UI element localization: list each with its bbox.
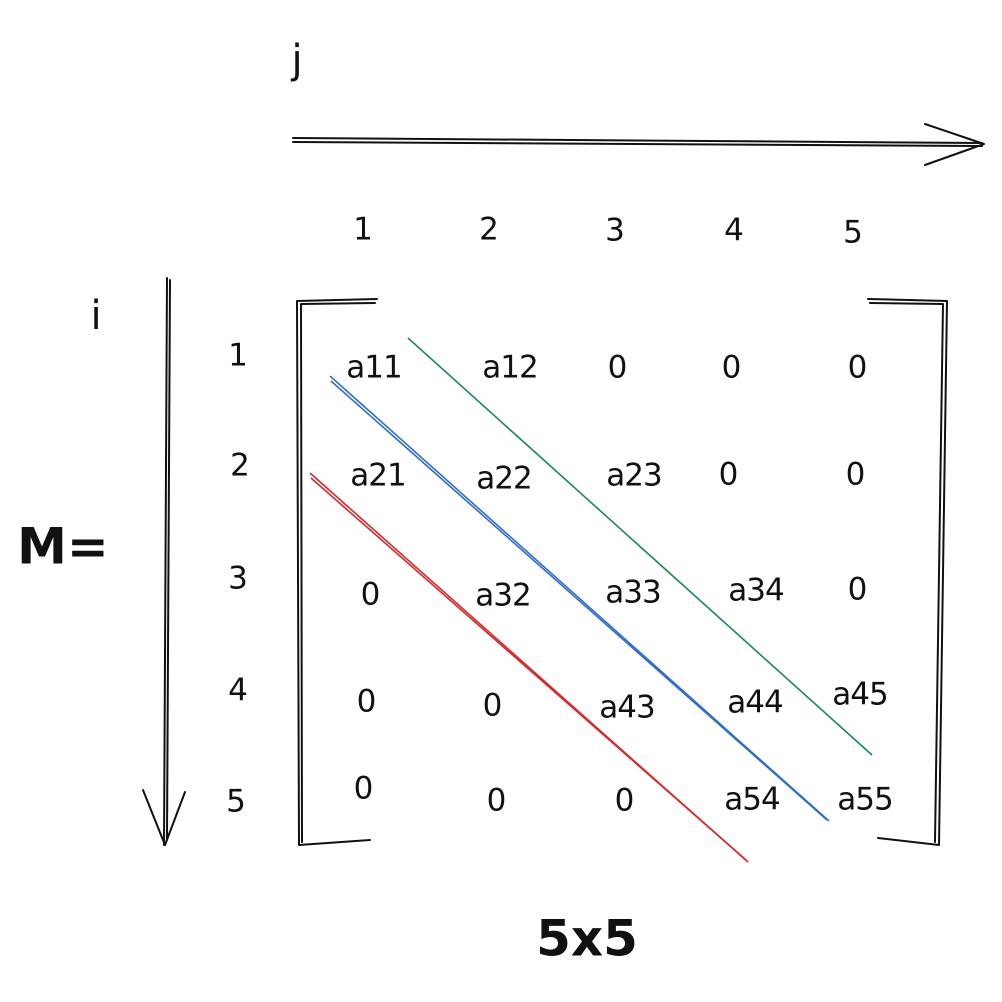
matrix-cells: a11 a12 0 0 0 a21 a22 a23 0 0 0 a32 a33 … [346, 350, 893, 819]
cell-5-3: 0 [615, 783, 634, 819]
column-index-labels: 1 2 3 4 5 [353, 212, 863, 251]
cell-4-3: a43 [599, 690, 654, 726]
cell-3-1: 0 [361, 577, 380, 613]
cell-1-2: a12 [482, 350, 537, 386]
i-axis-label: i [90, 293, 101, 339]
i-axis-arrow [142, 277, 186, 846]
cell-3-3: a33 [605, 575, 660, 611]
cell-3-2: a32 [475, 578, 530, 614]
cell-1-5: 0 [848, 350, 867, 386]
column-index-3: 3 [605, 213, 625, 249]
cell-2-5: 0 [846, 457, 865, 493]
cell-4-5: a45 [832, 677, 887, 713]
cell-2-1: a21 [350, 458, 405, 494]
right-bracket [867, 298, 948, 846]
row-index-5: 5 [226, 784, 246, 820]
cell-5-5: a55 [837, 782, 892, 818]
cell-2-4: 0 [719, 457, 738, 493]
cell-5-2: 0 [487, 783, 506, 819]
cell-4-4: a44 [727, 685, 782, 721]
j-axis-label: j [290, 37, 302, 83]
upper-diagonal-line [407, 337, 873, 756]
lower-diagonal-line [309, 472, 749, 863]
cell-1-3: 0 [608, 350, 627, 386]
row-index-1: 1 [228, 338, 248, 374]
cell-3-4: a34 [728, 573, 783, 609]
row-index-4: 4 [228, 673, 248, 709]
main-diagonal-line [329, 375, 830, 822]
cell-2-3: a23 [606, 458, 661, 494]
cell-2-2: a22 [476, 461, 531, 497]
cell-3-5: 0 [848, 572, 867, 608]
column-index-4: 4 [724, 213, 744, 249]
j-axis-arrow [292, 123, 985, 166]
matrix-size-label: 5x5 [536, 910, 638, 968]
matrix-name-label: M= [17, 518, 109, 576]
cell-1-4: 0 [722, 350, 741, 386]
cell-4-1: 0 [357, 684, 376, 720]
column-index-1: 1 [353, 212, 373, 248]
column-index-5: 5 [843, 215, 863, 251]
cell-5-4: a54 [724, 782, 779, 818]
cell-4-2: 0 [483, 688, 502, 724]
row-index-3: 3 [228, 561, 248, 597]
row-index-2: 2 [230, 448, 250, 484]
cell-5-1: 0 [354, 771, 373, 807]
column-index-2: 2 [479, 212, 499, 248]
row-index-labels: 1 2 3 4 5 [226, 338, 250, 820]
left-bracket [296, 298, 378, 846]
cell-1-1: a11 [346, 350, 401, 386]
